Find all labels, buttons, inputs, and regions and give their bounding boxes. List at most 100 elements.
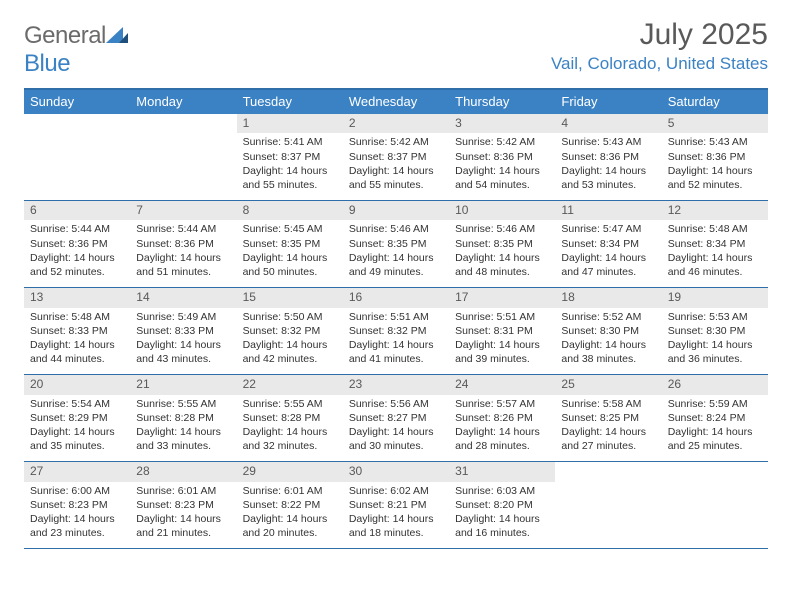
sunrise-text: Sunrise: 5:51 AM — [349, 310, 443, 324]
empty-cell — [24, 114, 130, 200]
day-number: 11 — [555, 201, 661, 220]
day-number: 30 — [343, 462, 449, 481]
day-details: Sunrise: 5:51 AMSunset: 8:32 PMDaylight:… — [343, 308, 449, 367]
day-details: Sunrise: 5:45 AMSunset: 8:35 PMDaylight:… — [237, 220, 343, 279]
daylight-text: Daylight: 14 hours and 33 minutes. — [136, 425, 230, 453]
daylight-text: Daylight: 14 hours and 55 minutes. — [349, 164, 443, 192]
day-number: 4 — [555, 114, 661, 133]
sunrise-text: Sunrise: 5:44 AM — [30, 222, 124, 236]
sunrise-text: Sunrise: 5:56 AM — [349, 397, 443, 411]
sunrise-text: Sunrise: 5:51 AM — [455, 310, 549, 324]
day-number: 12 — [662, 201, 768, 220]
sunset-text: Sunset: 8:33 PM — [30, 324, 124, 338]
day-details: Sunrise: 5:48 AMSunset: 8:33 PMDaylight:… — [24, 308, 130, 367]
sunset-text: Sunset: 8:36 PM — [30, 237, 124, 251]
day-number: 22 — [237, 375, 343, 394]
daylight-text: Daylight: 14 hours and 50 minutes. — [243, 251, 337, 279]
sunrise-text: Sunrise: 5:42 AM — [349, 135, 443, 149]
daylight-text: Daylight: 14 hours and 54 minutes. — [455, 164, 549, 192]
sunset-text: Sunset: 8:23 PM — [136, 498, 230, 512]
weekday-header: Monday — [130, 90, 236, 114]
day-cell: 20Sunrise: 5:54 AMSunset: 8:29 PMDayligh… — [24, 375, 130, 461]
day-cell: 21Sunrise: 5:55 AMSunset: 8:28 PMDayligh… — [130, 375, 236, 461]
sunset-text: Sunset: 8:36 PM — [136, 237, 230, 251]
empty-cell — [555, 462, 661, 548]
sunset-text: Sunset: 8:36 PM — [668, 150, 762, 164]
day-details: Sunrise: 5:55 AMSunset: 8:28 PMDaylight:… — [237, 395, 343, 454]
sunset-text: Sunset: 8:35 PM — [243, 237, 337, 251]
sunset-text: Sunset: 8:37 PM — [243, 150, 337, 164]
sunset-text: Sunset: 8:36 PM — [455, 150, 549, 164]
day-details: Sunrise: 5:43 AMSunset: 8:36 PMDaylight:… — [555, 133, 661, 192]
sunrise-text: Sunrise: 5:48 AM — [30, 310, 124, 324]
sunrise-text: Sunrise: 5:54 AM — [30, 397, 124, 411]
sunrise-text: Sunrise: 5:58 AM — [561, 397, 655, 411]
day-details: Sunrise: 5:55 AMSunset: 8:28 PMDaylight:… — [130, 395, 236, 454]
weekday-header: Tuesday — [237, 90, 343, 114]
sunrise-text: Sunrise: 6:01 AM — [243, 484, 337, 498]
daylight-text: Daylight: 14 hours and 39 minutes. — [455, 338, 549, 366]
day-number: 8 — [237, 201, 343, 220]
weeks-container: 1Sunrise: 5:41 AMSunset: 8:37 PMDaylight… — [24, 114, 768, 549]
weekday-header: Friday — [555, 90, 661, 114]
week-row: 1Sunrise: 5:41 AMSunset: 8:37 PMDaylight… — [24, 114, 768, 201]
triangle-icon — [106, 22, 128, 50]
day-details: Sunrise: 5:47 AMSunset: 8:34 PMDaylight:… — [555, 220, 661, 279]
day-cell: 12Sunrise: 5:48 AMSunset: 8:34 PMDayligh… — [662, 201, 768, 287]
day-details: Sunrise: 6:01 AMSunset: 8:23 PMDaylight:… — [130, 482, 236, 541]
day-number: 3 — [449, 114, 555, 133]
day-number: 25 — [555, 375, 661, 394]
day-number: 19 — [662, 288, 768, 307]
sunrise-text: Sunrise: 6:03 AM — [455, 484, 549, 498]
title-block: July 2025 Vail, Colorado, United States — [551, 18, 768, 74]
day-number: 27 — [24, 462, 130, 481]
daylight-text: Daylight: 14 hours and 48 minutes. — [455, 251, 549, 279]
day-details: Sunrise: 5:46 AMSunset: 8:35 PMDaylight:… — [449, 220, 555, 279]
header: GeneralBlue July 2025 Vail, Colorado, Un… — [24, 18, 768, 78]
weekday-header: Wednesday — [343, 90, 449, 114]
sunrise-text: Sunrise: 5:44 AM — [136, 222, 230, 236]
sunrise-text: Sunrise: 5:43 AM — [561, 135, 655, 149]
sunrise-text: Sunrise: 5:46 AM — [349, 222, 443, 236]
daylight-text: Daylight: 14 hours and 23 minutes. — [30, 512, 124, 540]
day-details: Sunrise: 6:01 AMSunset: 8:22 PMDaylight:… — [237, 482, 343, 541]
day-details: Sunrise: 5:42 AMSunset: 8:36 PMDaylight:… — [449, 133, 555, 192]
day-number: 21 — [130, 375, 236, 394]
daylight-text: Daylight: 14 hours and 36 minutes. — [668, 338, 762, 366]
day-cell: 15Sunrise: 5:50 AMSunset: 8:32 PMDayligh… — [237, 288, 343, 374]
day-cell: 4Sunrise: 5:43 AMSunset: 8:36 PMDaylight… — [555, 114, 661, 200]
daylight-text: Daylight: 14 hours and 49 minutes. — [349, 251, 443, 279]
sunset-text: Sunset: 8:21 PM — [349, 498, 443, 512]
daylight-text: Daylight: 14 hours and 16 minutes. — [455, 512, 549, 540]
daylight-text: Daylight: 14 hours and 44 minutes. — [30, 338, 124, 366]
day-number — [24, 114, 130, 133]
month-title: July 2025 — [551, 18, 768, 52]
day-number — [662, 462, 768, 481]
day-number: 13 — [24, 288, 130, 307]
daylight-text: Daylight: 14 hours and 41 minutes. — [349, 338, 443, 366]
sunset-text: Sunset: 8:27 PM — [349, 411, 443, 425]
sunset-text: Sunset: 8:34 PM — [561, 237, 655, 251]
sunset-text: Sunset: 8:33 PM — [136, 324, 230, 338]
weekday-header: Sunday — [24, 90, 130, 114]
empty-cell — [130, 114, 236, 200]
week-row: 6Sunrise: 5:44 AMSunset: 8:36 PMDaylight… — [24, 201, 768, 288]
day-number: 15 — [237, 288, 343, 307]
day-cell: 25Sunrise: 5:58 AMSunset: 8:25 PMDayligh… — [555, 375, 661, 461]
daylight-text: Daylight: 14 hours and 25 minutes. — [668, 425, 762, 453]
day-cell: 19Sunrise: 5:53 AMSunset: 8:30 PMDayligh… — [662, 288, 768, 374]
day-cell: 3Sunrise: 5:42 AMSunset: 8:36 PMDaylight… — [449, 114, 555, 200]
week-row: 27Sunrise: 6:00 AMSunset: 8:23 PMDayligh… — [24, 462, 768, 549]
daylight-text: Daylight: 14 hours and 32 minutes. — [243, 425, 337, 453]
daylight-text: Daylight: 14 hours and 38 minutes. — [561, 338, 655, 366]
day-details: Sunrise: 6:02 AMSunset: 8:21 PMDaylight:… — [343, 482, 449, 541]
sunset-text: Sunset: 8:26 PM — [455, 411, 549, 425]
day-number: 1 — [237, 114, 343, 133]
day-cell: 2Sunrise: 5:42 AMSunset: 8:37 PMDaylight… — [343, 114, 449, 200]
day-cell: 30Sunrise: 6:02 AMSunset: 8:21 PMDayligh… — [343, 462, 449, 548]
day-number: 5 — [662, 114, 768, 133]
daylight-text: Daylight: 14 hours and 52 minutes. — [668, 164, 762, 192]
day-cell: 24Sunrise: 5:57 AMSunset: 8:26 PMDayligh… — [449, 375, 555, 461]
sunset-text: Sunset: 8:31 PM — [455, 324, 549, 338]
sunset-text: Sunset: 8:29 PM — [30, 411, 124, 425]
